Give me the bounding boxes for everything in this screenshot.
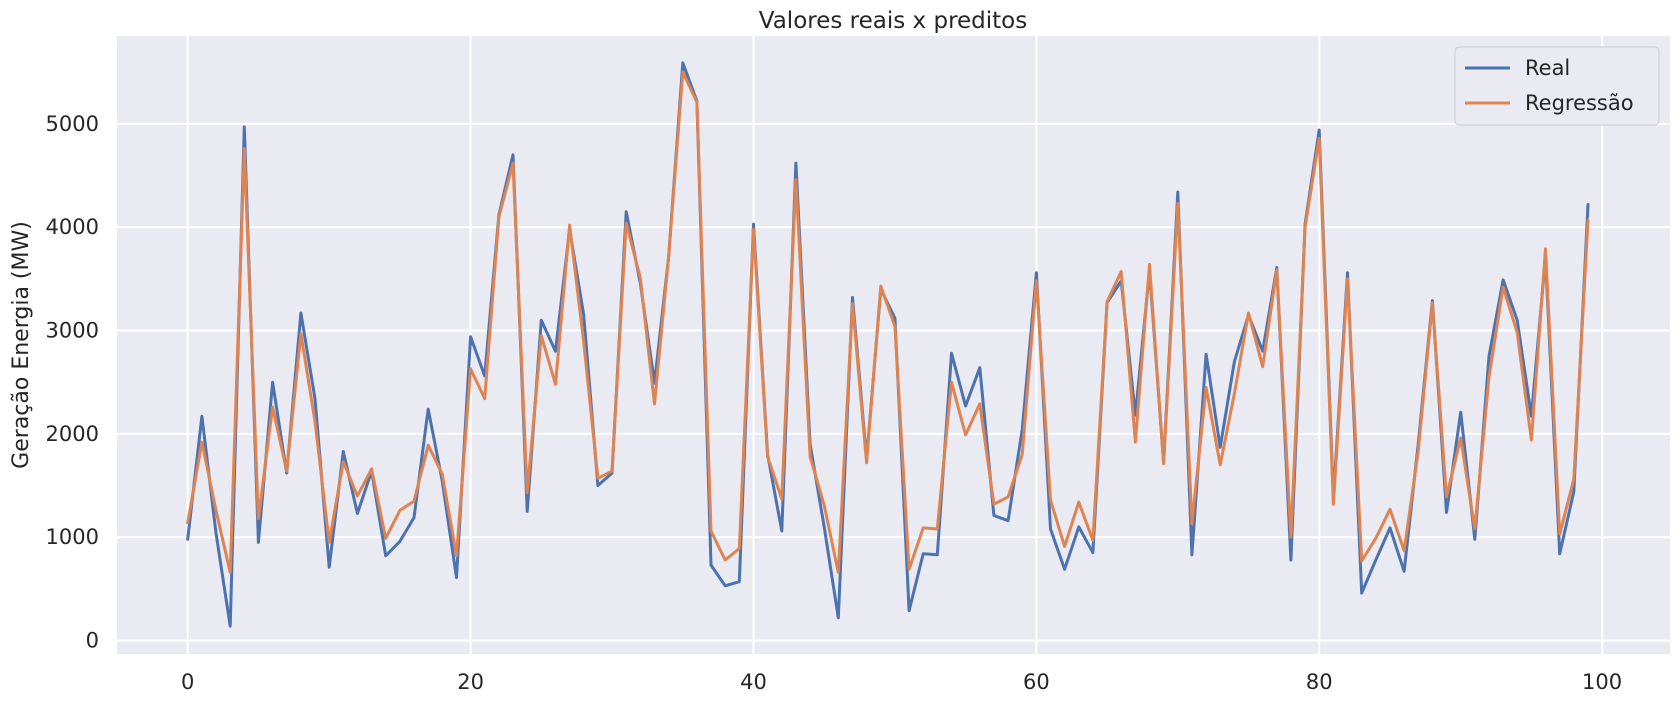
plot-background <box>117 36 1670 654</box>
x-tick-label: 60 <box>1023 670 1050 694</box>
y-tick-label: 5000 <box>46 112 99 136</box>
x-tick-label: 20 <box>457 670 484 694</box>
series-line-regressao <box>186 70 1590 574</box>
x-tick-label: 40 <box>740 670 767 694</box>
y-tick-label: 4000 <box>46 215 99 239</box>
legend-label-real: Real <box>1525 56 1570 80</box>
y-tick-labels: 0 1000 2000 3000 4000 5000 <box>46 112 99 653</box>
y-tick-label: 3000 <box>46 319 99 343</box>
x-tick-label: 100 <box>1582 670 1622 694</box>
y-tick-label: 1000 <box>46 525 99 549</box>
series-lines <box>186 61 1590 628</box>
x-tick-labels: 0 20 40 60 80 100 <box>181 670 1622 694</box>
legend: Real Regressão <box>1454 46 1660 126</box>
x-tick-label: 80 <box>1306 670 1333 694</box>
chart-title: Valores reais x preditos <box>759 8 1027 34</box>
y-tick-label: 0 <box>86 629 99 653</box>
legend-label-regressao: Regressão <box>1525 91 1634 115</box>
grid-lines <box>117 36 1670 654</box>
y-tick-label: 2000 <box>46 422 99 446</box>
x-tick-label: 0 <box>181 670 194 694</box>
y-axis-label: Geração Energia (MW) <box>9 221 34 469</box>
